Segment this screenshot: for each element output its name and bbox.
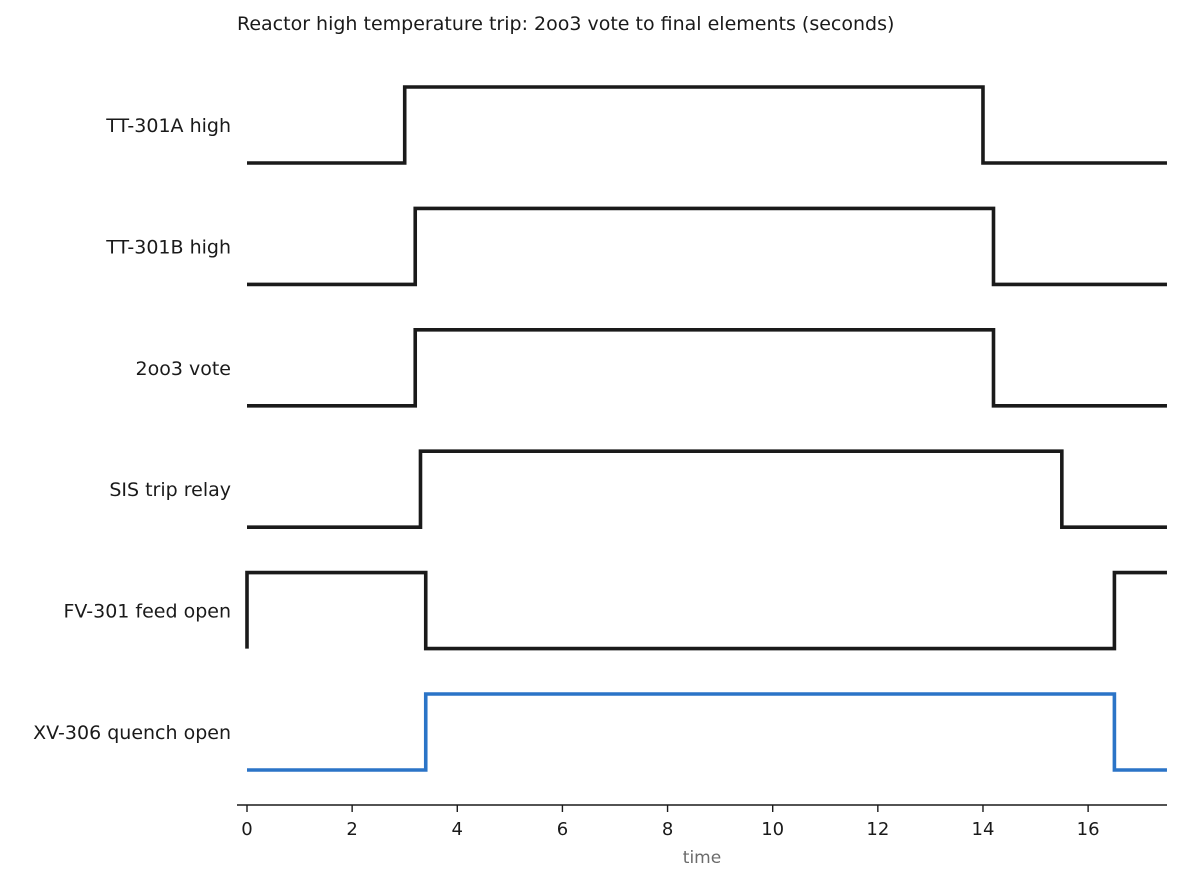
chart-title: Reactor high temperature trip: 2oo3 vote…: [237, 13, 894, 35]
signal-trace: [247, 692, 1167, 772]
signal-label: FV-301 feed open: [63, 601, 231, 623]
signal-label: SIS trip relay: [109, 479, 231, 501]
x-tick-label: 10: [761, 819, 784, 840]
x-tick-label: 12: [866, 819, 889, 840]
signal-trace: [247, 206, 1167, 287]
signal-trace: [245, 570, 1167, 651]
signal-label: TT-301A high: [105, 115, 231, 137]
signal-trace: [247, 85, 1167, 165]
x-axis-ticks: 0 2 4 6 8 10 12 14 16: [241, 805, 1100, 840]
x-axis-label: time: [683, 848, 721, 868]
signal-trace: [247, 328, 1167, 408]
x-tick-label: 0: [241, 819, 252, 840]
x-tick-label: 6: [557, 819, 568, 840]
signal-label: XV-306 quench open: [33, 722, 231, 744]
x-tick-label: 4: [452, 819, 463, 840]
signal-label: 2oo3 vote: [136, 358, 231, 380]
signal-trace: [247, 449, 1167, 529]
x-tick-label: 8: [662, 819, 673, 840]
signal-traces: [245, 85, 1167, 772]
signal-labels: TT-301A high TT-301B high 2oo3 vote SIS tri…: [33, 115, 231, 744]
x-tick-label: 16: [1077, 819, 1100, 840]
x-tick-label: 2: [346, 819, 357, 840]
signal-label: TT-301B high: [105, 236, 231, 258]
x-tick-label: 14: [972, 819, 995, 840]
